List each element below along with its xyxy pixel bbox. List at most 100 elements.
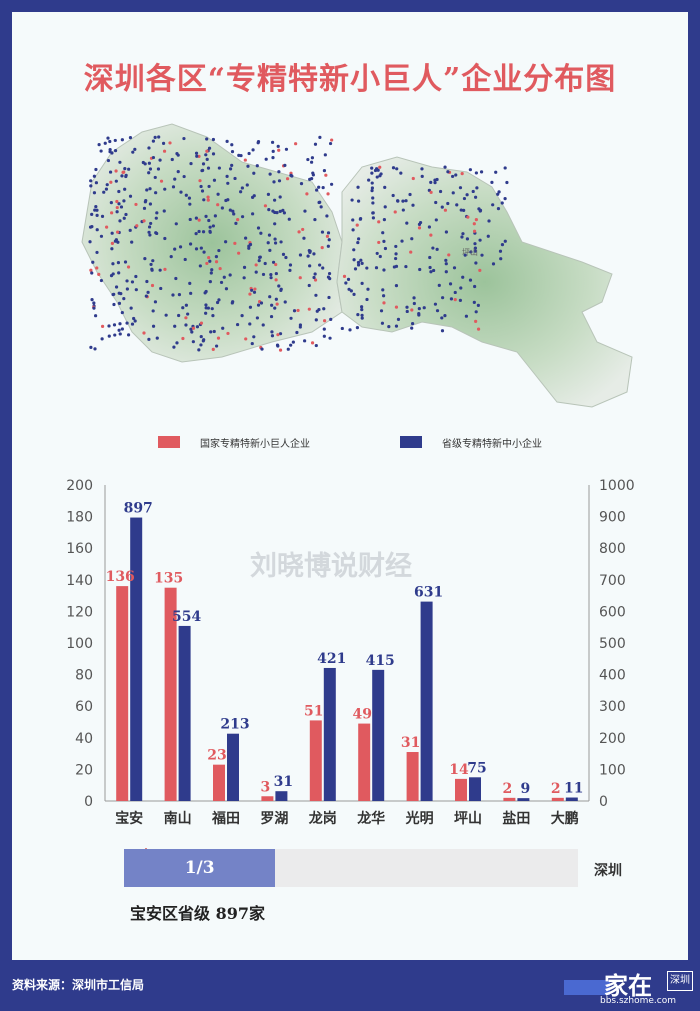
map-dot-provincial [312,275,316,280]
data-label-provincial: 554 [172,609,201,625]
map-dot-provincial [230,301,234,305]
y-right-tick-label: 400 [599,668,626,684]
map-dot-provincial [90,298,94,302]
map-dot-provincial [143,200,147,204]
map-dot-provincial [239,190,243,194]
map-dot-provincial [199,184,203,189]
x-tick-label: 龙岗 [308,810,337,827]
map-dot-provincial [320,230,325,234]
map-dot-provincial [90,271,94,275]
map-dot-provincial [210,307,214,311]
map-dot-provincial [143,256,147,261]
map-dot-provincial [221,326,225,330]
map-dot-provincial [475,186,479,190]
map-dot-provincial [158,158,162,162]
map-dot-provincial [440,205,444,209]
map-dot-provincial [112,323,117,327]
map-dot-provincial [117,202,121,206]
map-dot-national [116,230,120,234]
map-dot-provincial [443,314,447,318]
map-dot-provincial [208,259,212,263]
map-dot-provincial [207,218,211,223]
map-dot-national [474,319,478,323]
map-dot-national [296,308,300,313]
map-dot-provincial [217,248,221,253]
map-dot-provincial [284,255,288,260]
map-dot-provincial [435,247,439,251]
map-dot-provincial [468,168,472,172]
map-dot-provincial [383,246,388,251]
map-dot-provincial [308,250,312,254]
shenzhen-map: 坪山 [81,123,633,408]
map-dot-national [474,218,478,222]
map-dot-provincial [204,289,208,294]
y-right-tick-label: 500 [599,636,626,652]
bar-national [164,587,177,801]
map-dot-provincial [273,241,278,245]
map-dot-provincial [230,143,234,147]
data-label-national: 2 [503,781,513,797]
map-dot-provincial [114,285,119,289]
map-dot-provincial [446,201,450,206]
bar-national [358,723,371,801]
map-dot-provincial [123,167,127,171]
site-logo[interactable]: 家在 深圳 bbs.szhome.com [564,966,694,1006]
x-tick-label: 龙华 [356,810,385,827]
map-dot-provincial [461,232,465,236]
map-dot-provincial [143,162,147,166]
map-dot-provincial [102,190,106,194]
map-dot-provincial [222,275,226,279]
map-dot-provincial [95,208,99,212]
map-dot-provincial [273,198,277,202]
map-dot-provincial [382,294,386,298]
map-dot-national [243,158,247,162]
map-dot-national [211,347,215,352]
map-dot-national [214,260,219,264]
map-dot-provincial [213,214,217,218]
map-dot-provincial [125,287,129,291]
map-dot-provincial [371,196,375,200]
map-dot-provincial [268,295,272,299]
map-dot-national [472,222,476,226]
map-dot-national [163,267,167,271]
map-dot-provincial [163,187,167,191]
map-dot-provincial [292,309,297,313]
y-right-tick-label: 800 [599,541,626,557]
map-dot-national [393,210,397,214]
map-dot-provincial [473,242,477,246]
map-dot-provincial [306,157,310,162]
map-dot-provincial [100,214,105,218]
map-dot-provincial [382,268,386,272]
map-dot-provincial [268,172,272,176]
legend-label-national: 国家专精特新小巨人企业 [200,439,310,450]
map-dot-provincial [199,246,203,250]
map-dot-provincial [252,335,256,339]
map-dot-national [115,199,119,204]
map-dot-provincial [468,278,473,282]
map-dot-provincial [438,189,443,194]
map-dot-provincial [142,206,147,210]
map-dot-provincial [199,334,203,339]
map-dot-provincial [163,236,167,241]
map-dot-national [453,298,457,302]
map-dot-provincial [92,174,96,178]
map-dot-provincial [226,198,230,202]
map-dot-provincial [310,177,314,181]
map-dot-national [294,142,298,146]
map-dot-provincial [270,330,274,334]
map-dot-provincial [463,253,467,257]
map-dot-national [342,274,347,278]
map-dot-provincial [401,199,405,203]
map-dot-provincial [352,248,356,252]
map-dot-national [409,250,413,254]
map-dot-provincial [441,296,445,300]
map-dot-provincial [505,180,509,185]
map-dot-national [95,266,99,270]
map-dot-provincial [360,281,364,286]
map-dot-national [263,204,268,208]
y-right-tick-label: 600 [599,604,626,620]
map-dot-national [110,241,115,245]
map-dot-provincial [412,301,416,306]
map-dot-provincial [93,347,97,351]
map-dot-provincial [219,280,224,285]
